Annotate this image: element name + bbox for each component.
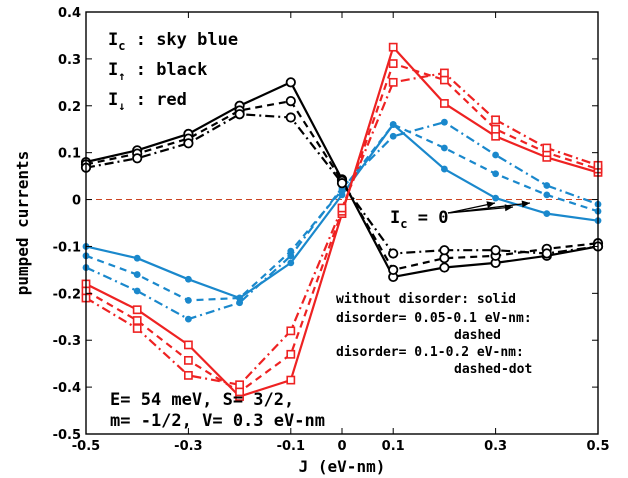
- data-point-I_down: [388, 59, 398, 68]
- data-point-I_down: [542, 143, 552, 153]
- parameters-text: m= -1/2, V= 0.3 eV-nm: [110, 411, 325, 431]
- data-point-I_c: [133, 254, 141, 262]
- y-tick-label: -0.4: [53, 381, 81, 396]
- data-point-I_down: [286, 349, 296, 359]
- y-tick-label: -0.3: [53, 334, 81, 349]
- y-tick-label: -0.5: [53, 428, 81, 443]
- data-point-I_down: [388, 77, 398, 87]
- legend-entry: I↓ : red: [108, 90, 187, 113]
- data-point-I_down: [184, 340, 193, 350]
- data-point-I_down: [132, 324, 142, 333]
- data-point-I_up: [439, 262, 450, 273]
- data-point-I_c: [287, 259, 295, 267]
- x-tick-label: -0.1: [277, 439, 305, 454]
- data-point-I_up: [132, 153, 143, 164]
- data-point-I_c: [133, 271, 141, 278]
- annotation-arrow-head: [521, 200, 530, 208]
- data-point-I_c: [543, 182, 551, 189]
- y-tick-label: -0.1: [53, 240, 81, 255]
- parameters-text: E= 54 meV, S= 3/2,: [110, 390, 294, 410]
- data-point-I_c: [441, 118, 448, 126]
- x-tick-label: 0.1: [382, 439, 405, 454]
- data-point-I_c: [133, 287, 141, 295]
- data-point-I_up: [490, 245, 501, 256]
- data-point-I_c: [492, 194, 499, 202]
- disorder-note: without disorder: solid: [336, 292, 516, 307]
- data-point-I_c: [441, 165, 448, 173]
- disorder-note: dashed: [454, 328, 501, 343]
- data-point-I_down: [132, 305, 142, 315]
- data-point-I_down: [388, 42, 398, 52]
- data-point-I_c: [543, 210, 551, 218]
- x-axis-title: J (eV-nm): [299, 457, 386, 476]
- data-point-I_up: [285, 77, 296, 88]
- data-point-I_c: [338, 191, 346, 199]
- data-point-I_down: [337, 203, 347, 213]
- data-point-I_down: [491, 124, 500, 134]
- data-point-I_down: [439, 99, 449, 108]
- data-point-I_c: [185, 275, 192, 283]
- disorder-note: disorder= 0.05-0.1 eV-nm:: [336, 311, 532, 326]
- annotation-arrow-head: [486, 201, 495, 209]
- data-point-I_c: [236, 299, 244, 307]
- annotation-arrow: [447, 202, 531, 214]
- data-point-I_up: [234, 109, 245, 120]
- y-tick-label: 0.3: [58, 53, 81, 68]
- series-line-I_down-dashdot: [85, 71, 599, 386]
- data-point-I_c: [287, 252, 295, 260]
- disorder-note: disorder= 0.1-0.2 eV-nm:: [336, 345, 524, 360]
- data-point-I_down: [286, 326, 296, 336]
- y-tick-label: -0.2: [53, 287, 81, 302]
- data-point-I_c: [441, 144, 448, 152]
- x-tick-label: 0.5: [586, 439, 609, 454]
- legend-entry: I↑ : black: [108, 60, 207, 83]
- data-point-I_up: [336, 178, 348, 189]
- data-point-I_up: [439, 245, 450, 256]
- data-point-I_up: [388, 264, 399, 275]
- data-point-I_c: [543, 191, 551, 199]
- y-tick-label: 0.2: [58, 100, 81, 115]
- data-point-I_c: [185, 315, 192, 323]
- data-point-I_up: [388, 248, 399, 259]
- data-point-I_c: [492, 151, 499, 159]
- data-point-I_down: [439, 68, 449, 78]
- data-point-I_up: [285, 95, 296, 107]
- data-point-I_c: [185, 296, 192, 304]
- ic-zero-annotation: Ic = 0: [390, 208, 448, 231]
- data-point-I_c: [236, 294, 244, 302]
- data-point-I_down: [491, 131, 500, 141]
- data-point-I_c: [287, 247, 295, 255]
- legend-entry: Ic : sky blue: [108, 30, 238, 53]
- data-point-I_down: [286, 375, 296, 385]
- data-point-I_down: [235, 380, 244, 390]
- y-axis-title: pumped currents: [13, 151, 32, 296]
- x-tick-label: 0: [337, 439, 346, 454]
- annotation-arrow: [447, 202, 496, 214]
- x-tick-label: -0.5: [72, 439, 100, 454]
- data-point-I_c: [389, 132, 397, 140]
- data-point-I_down: [439, 75, 449, 85]
- data-point-I_c: [492, 170, 499, 178]
- data-point-I_down: [132, 316, 142, 325]
- data-point-I_up: [285, 112, 296, 123]
- y-tick-label: 0.1: [58, 147, 81, 162]
- x-tick-label: -0.3: [174, 439, 202, 454]
- disorder-note: dashed-dot: [454, 362, 532, 377]
- data-point-I_down: [491, 115, 500, 125]
- data-point-I_down: [184, 355, 193, 365]
- x-tick-label: 0.3: [484, 439, 507, 454]
- series-line-I_down-dashed: [85, 62, 599, 393]
- data-point-I_up: [183, 138, 194, 149]
- data-point-I_c: [389, 121, 397, 128]
- y-tick-label: 0.4: [58, 6, 81, 21]
- data-point-I_down: [184, 370, 193, 380]
- y-tick-label: 0: [72, 194, 81, 209]
- data-point-I_up: [541, 248, 552, 259]
- series-line-I_up-dashed: [85, 100, 599, 271]
